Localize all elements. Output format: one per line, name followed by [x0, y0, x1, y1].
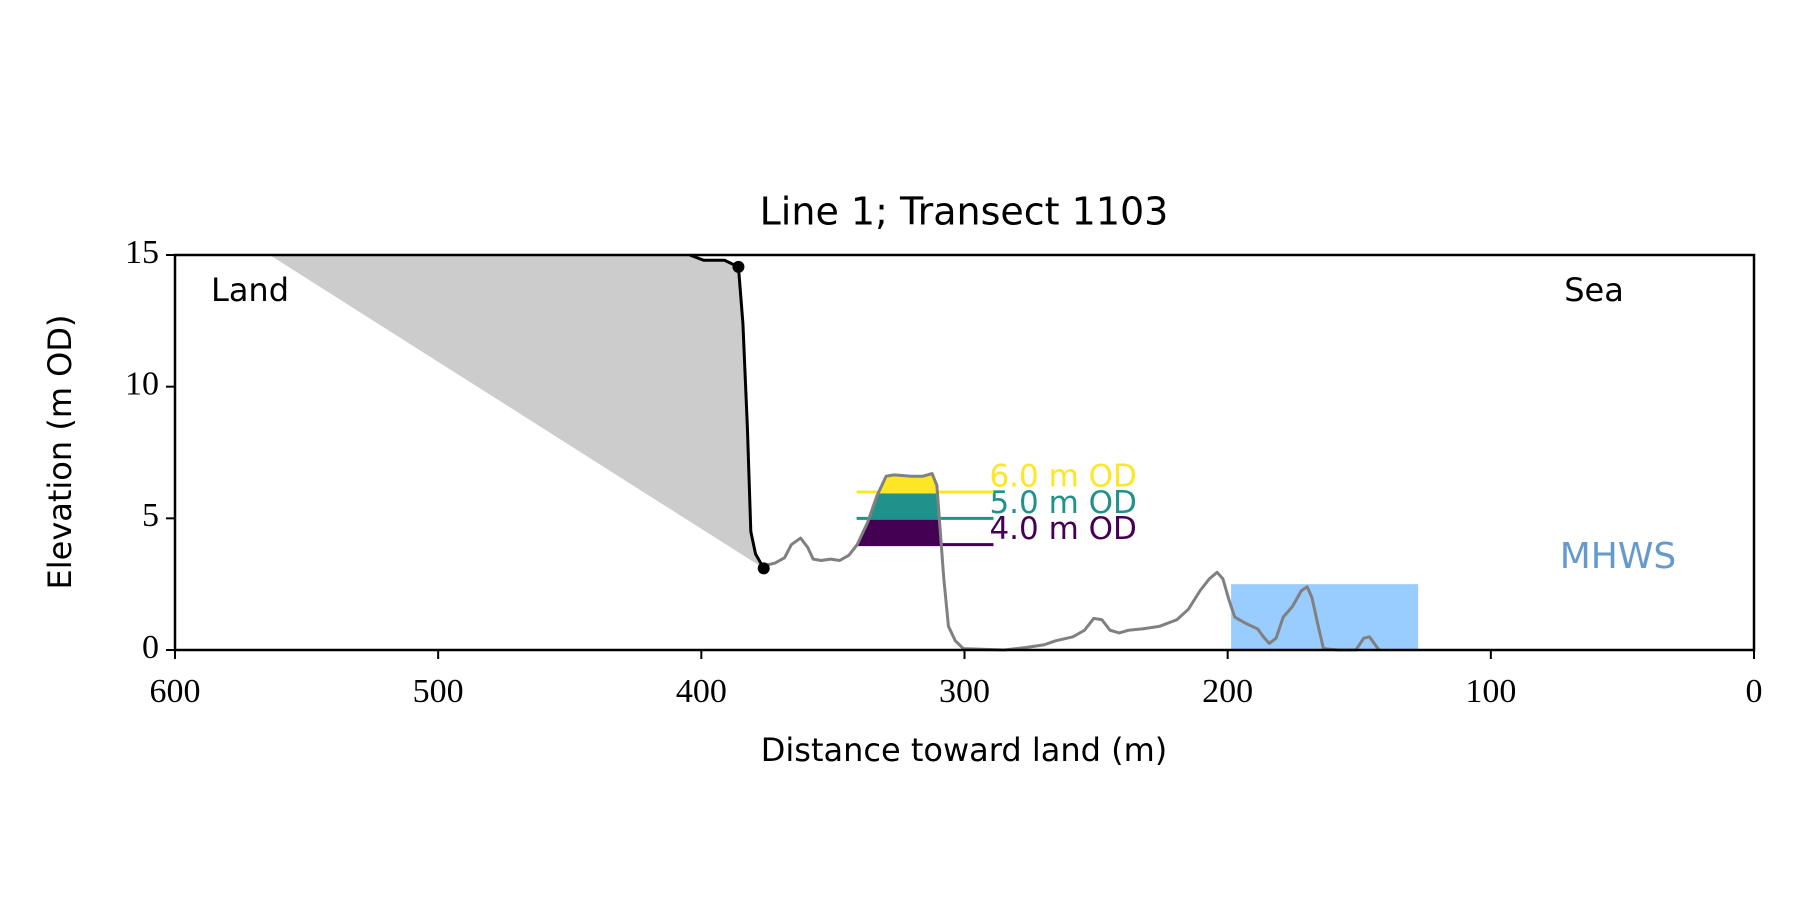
x-tick-label: 600 [150, 673, 201, 710]
y-tick-label: 15 [125, 234, 159, 271]
mhws-area [1231, 584, 1419, 650]
y-tick-label: 5 [142, 497, 159, 534]
level-band [856, 518, 994, 545]
chart-title: Line 1; Transect 1103 [760, 190, 1169, 234]
x-tick-label: 100 [1465, 673, 1516, 710]
annotation: Land [211, 271, 289, 309]
x-tick-label: 500 [413, 673, 464, 710]
level-label: 6.0 m OD [989, 459, 1136, 495]
y-axis-label: Elevation (m OD) [41, 315, 79, 590]
annotation: Sea [1564, 271, 1624, 309]
x-tick-label: 200 [1202, 673, 1253, 710]
cliff-line [689, 253, 766, 570]
cliff-shade [269, 255, 764, 569]
x-tick-label: 300 [939, 673, 990, 710]
profile-line [763, 472, 1381, 652]
mhws-label: MHWS [1560, 536, 1677, 577]
y-tick-label: 0 [142, 629, 159, 666]
x-axis-label: Distance toward land (m) [761, 731, 1167, 769]
y-tick-label: 10 [125, 365, 159, 402]
level-label: 5.0 m OD [989, 485, 1136, 521]
level-band [856, 473, 994, 492]
x-tick-label: 0 [1746, 673, 1763, 710]
x-tick-label: 400 [676, 673, 727, 710]
cliff-point [732, 260, 745, 273]
cliff-point [757, 562, 770, 575]
level-label: 4.0 m OD [989, 511, 1136, 547]
